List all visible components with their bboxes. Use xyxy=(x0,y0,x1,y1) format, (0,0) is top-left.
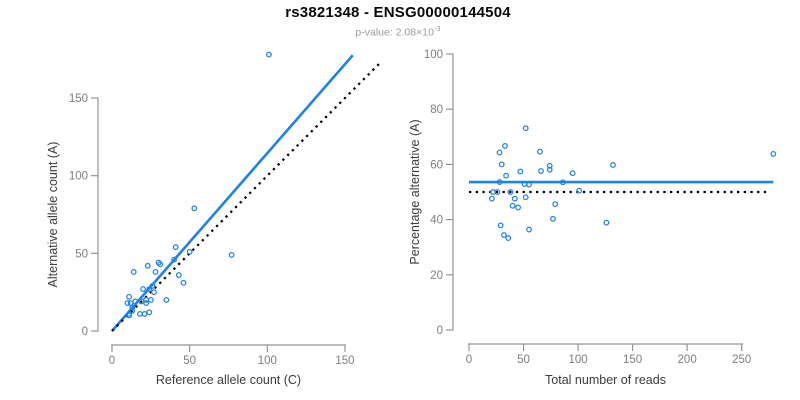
regression-line xyxy=(111,54,354,332)
data-point xyxy=(151,289,157,296)
allele-counts-scatter-y-label: Alternative allele count (A) xyxy=(46,142,60,288)
data-point xyxy=(141,310,148,317)
data-point xyxy=(143,300,150,306)
data-point xyxy=(171,256,178,263)
data-point xyxy=(538,168,544,174)
data-point xyxy=(191,205,198,212)
y-tick-label: 100 xyxy=(69,171,88,183)
data-point xyxy=(507,189,514,195)
x-tick-label: 150 xyxy=(335,355,354,367)
data-point xyxy=(180,279,187,286)
data-point xyxy=(505,235,512,242)
data-point xyxy=(157,261,164,268)
p-value-exponent: -3 xyxy=(433,24,441,33)
x-tick-label: 150 xyxy=(623,354,642,366)
y-tick-label: 0 xyxy=(82,326,88,338)
data-point xyxy=(509,202,516,209)
data-point xyxy=(129,304,136,311)
x-tick-label: 200 xyxy=(678,354,697,366)
y-tick-label: 150 xyxy=(69,93,88,105)
data-point xyxy=(130,269,137,275)
data-point xyxy=(522,125,529,132)
data-point xyxy=(515,204,522,211)
data-point xyxy=(146,309,153,316)
data-point xyxy=(536,148,543,155)
data-point xyxy=(494,189,501,195)
y-tick-label: 0 xyxy=(437,325,443,337)
data-point xyxy=(265,51,272,58)
data-point xyxy=(511,195,518,202)
x-tick-label: 50 xyxy=(517,354,530,366)
data-point xyxy=(552,201,559,208)
data-point xyxy=(163,297,170,303)
y-tick-label: 60 xyxy=(430,159,443,171)
data-point xyxy=(770,150,777,157)
x-tick-label: 0 xyxy=(109,355,115,367)
data-point xyxy=(559,179,566,186)
data-point xyxy=(175,272,182,279)
data-point xyxy=(172,244,179,251)
data-point xyxy=(124,300,131,306)
data-point xyxy=(496,179,503,185)
data-point xyxy=(550,215,556,222)
data-point xyxy=(126,293,133,300)
data-point xyxy=(503,172,510,179)
x-tick-label: 0 xyxy=(466,354,472,366)
data-point xyxy=(576,187,583,194)
data-point xyxy=(610,162,616,168)
data-point xyxy=(603,219,610,226)
data-point xyxy=(147,297,154,303)
data-point xyxy=(497,222,504,229)
data-point xyxy=(132,298,139,305)
data-point xyxy=(569,170,576,177)
data-point xyxy=(137,310,143,317)
data-point xyxy=(496,149,503,156)
y-tick-label: 40 xyxy=(430,215,443,227)
data-point xyxy=(526,226,532,233)
data-point xyxy=(526,181,532,188)
data-point xyxy=(500,232,507,238)
x-tick-label: 100 xyxy=(258,355,277,367)
data-point xyxy=(502,142,508,149)
chart-title: rs3821348 - ENSG00000144504 xyxy=(285,4,511,21)
data-point xyxy=(498,161,505,168)
identity-line xyxy=(111,63,380,332)
y-tick-label: 50 xyxy=(75,248,88,260)
y-tick-label: 80 xyxy=(430,104,443,116)
data-point xyxy=(140,286,146,292)
data-point xyxy=(517,168,524,175)
chart-subtitle: p-value: 2.08×10-3 xyxy=(0,24,796,39)
data-point xyxy=(228,251,235,258)
x-tick-label: 100 xyxy=(568,354,587,366)
data-point xyxy=(488,195,495,202)
allele-counts-scatter-x-label: Reference allele count (C) xyxy=(156,373,301,387)
data-point xyxy=(149,283,156,289)
data-point xyxy=(186,248,193,255)
data-point xyxy=(546,162,553,169)
data-point xyxy=(152,269,159,275)
percentage-vs-coverage-scatter-y-label: Percentage alternative (A) xyxy=(408,119,422,264)
p-value-text: p-value: 2.08×10 xyxy=(355,26,434,39)
data-point xyxy=(129,307,136,314)
data-point xyxy=(522,194,529,201)
x-tick-label: 50 xyxy=(183,355,196,367)
y-tick-label: 20 xyxy=(430,270,443,282)
y-tick-label: 100 xyxy=(424,49,443,61)
data-point xyxy=(126,312,133,319)
data-point xyxy=(146,286,153,292)
data-point xyxy=(155,259,162,266)
percentage-vs-coverage-scatter-x-label: Total number of reads xyxy=(545,373,666,387)
data-point xyxy=(546,166,553,173)
x-tick-label: 250 xyxy=(732,354,751,366)
data-point xyxy=(144,262,151,269)
